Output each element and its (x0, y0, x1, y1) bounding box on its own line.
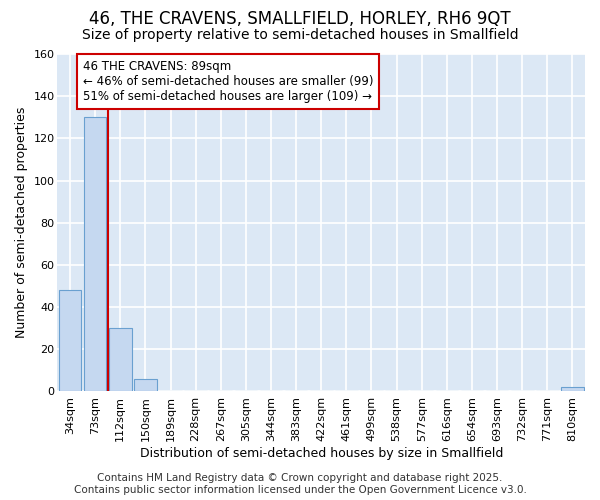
Bar (134, 379, 157, 392)
Text: Size of property relative to semi-detached houses in Smallfield: Size of property relative to semi-detach… (82, 28, 518, 42)
Text: Contains HM Land Registry data © Crown copyright and database right 2025.
Contai: Contains HM Land Registry data © Crown c… (74, 474, 526, 495)
Bar (561, 387, 584, 392)
Text: 46 THE CRAVENS: 89sqm
← 46% of semi-detached houses are smaller (99)
51% of semi: 46 THE CRAVENS: 89sqm ← 46% of semi-deta… (83, 60, 373, 104)
Bar (59, 290, 82, 392)
Bar (109, 328, 131, 392)
Y-axis label: Number of semi-detached properties: Number of semi-detached properties (15, 107, 28, 338)
Text: 46, THE CRAVENS, SMALLFIELD, HORLEY, RH6 9QT: 46, THE CRAVENS, SMALLFIELD, HORLEY, RH6… (89, 10, 511, 28)
Bar (84, 118, 106, 392)
X-axis label: Distribution of semi-detached houses by size in Smallfield: Distribution of semi-detached houses by … (140, 447, 503, 460)
